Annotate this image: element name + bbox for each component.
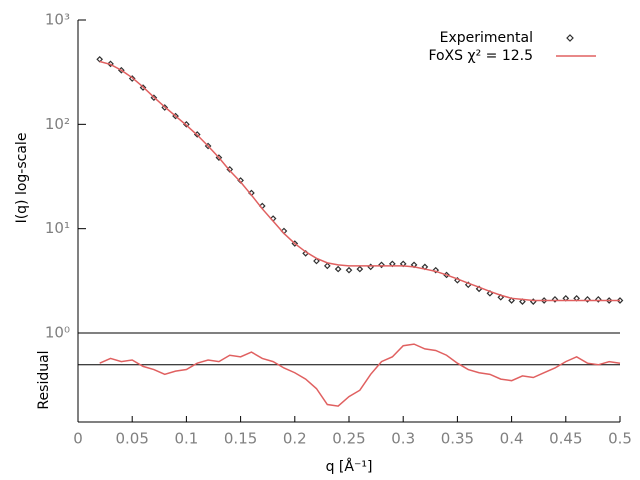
series-line xyxy=(99,60,620,302)
x-tick-label: 0.35 xyxy=(441,430,474,448)
data-point xyxy=(323,262,331,270)
x-tick-label: 0.3 xyxy=(391,430,415,448)
x-tick-label: 0.2 xyxy=(283,430,307,448)
x-tick-label: 0.15 xyxy=(224,430,257,448)
y-tick-label: 10¹ xyxy=(45,219,70,237)
x-tick-label: 0.25 xyxy=(332,430,365,448)
legend-label: FoXS χ² = 12.5 xyxy=(428,48,533,64)
data-point xyxy=(183,120,190,128)
x-tick-label: 0.1 xyxy=(174,430,198,448)
x-tick-label: 0.45 xyxy=(549,430,582,448)
x-tick-label: 0.05 xyxy=(115,430,148,448)
data-point xyxy=(356,265,364,273)
series-line xyxy=(99,343,621,407)
x-tick-label: 0.5 xyxy=(608,430,632,448)
y-tick-label: 10⁰ xyxy=(45,324,70,342)
residual-axis-label: Residual xyxy=(36,350,52,409)
data-point xyxy=(118,66,125,74)
data-point xyxy=(96,55,104,63)
legend-marker xyxy=(566,34,574,42)
data-point xyxy=(107,60,114,68)
legend-label: Experimental xyxy=(440,30,533,46)
x-tick-label: 0.4 xyxy=(500,430,524,448)
data-point xyxy=(313,257,320,265)
data-point xyxy=(334,265,342,273)
data-point xyxy=(616,297,624,304)
x-axis-label: q [Å⁻¹] xyxy=(326,458,373,475)
y-tick-label: 10² xyxy=(45,115,70,133)
data-point xyxy=(193,131,201,138)
y-axis-label: I(q) log-scale xyxy=(14,133,30,224)
data-point xyxy=(345,266,353,274)
y-tick-label: 10³ xyxy=(45,11,70,29)
data-point xyxy=(226,166,234,173)
x-tick-label: 0 xyxy=(73,430,83,448)
data-point xyxy=(443,271,450,279)
